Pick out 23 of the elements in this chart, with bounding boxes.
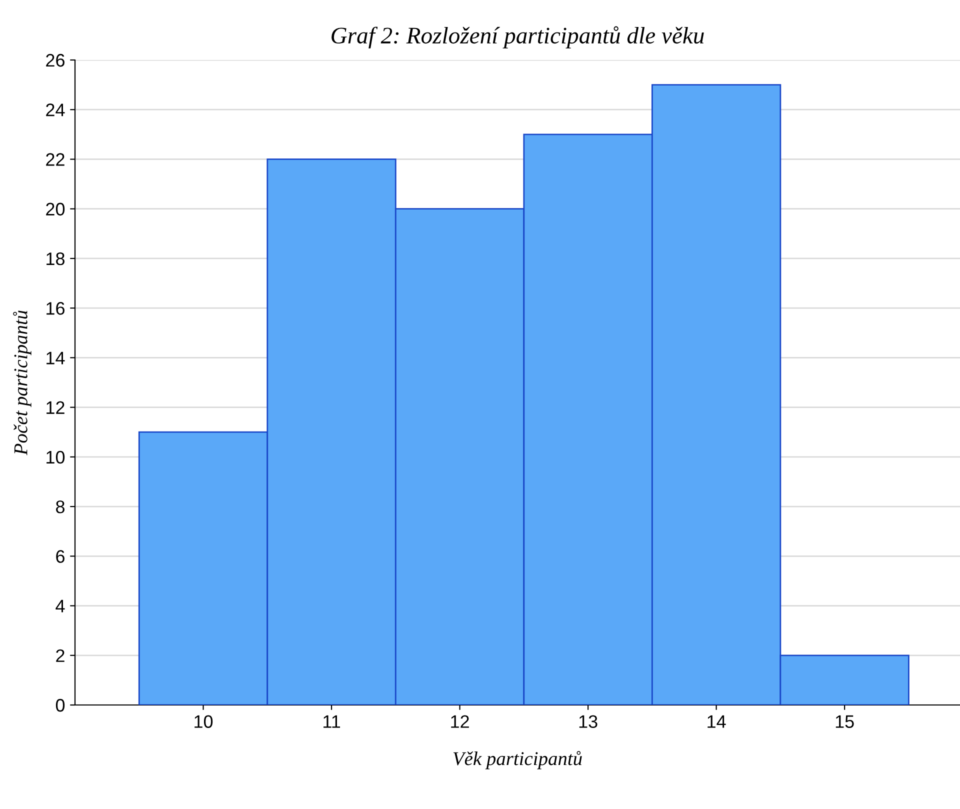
y-tick-label: 26 bbox=[46, 54, 64, 67]
y-axis-title: Počet participantů bbox=[13, 310, 32, 456]
y-tick-label: 16 bbox=[46, 302, 64, 315]
x-tick-label: 10 bbox=[194, 715, 213, 728]
y-tick-label: 24 bbox=[46, 104, 65, 116]
x-tick-label: 11 bbox=[324, 715, 340, 728]
y-tick-label: 12 bbox=[46, 401, 64, 414]
x-axis-title: Věk participantů bbox=[453, 751, 582, 770]
y-tick-label: 18 bbox=[46, 252, 64, 266]
chart-title: Graf 2: Rozložení participantů dle věku bbox=[332, 26, 704, 48]
x-tick-label: 15 bbox=[836, 715, 854, 728]
y-tick-label: 6 bbox=[56, 550, 64, 563]
y-tick-label: 0 bbox=[56, 698, 65, 712]
y-tick-label: 4 bbox=[56, 600, 65, 612]
x-tick-label: 14 bbox=[708, 715, 726, 728]
x-tick-label: 12 bbox=[451, 715, 469, 728]
y-tick-label: 14 bbox=[46, 352, 65, 364]
y-tick-label: 8 bbox=[56, 500, 64, 514]
y-tick-label: 20 bbox=[46, 202, 65, 216]
y-tick-label: 22 bbox=[46, 153, 64, 166]
y-tick-label: 2 bbox=[56, 649, 64, 662]
y-tick-label: 10 bbox=[46, 450, 65, 464]
x-tick-label: 13 bbox=[579, 715, 598, 728]
